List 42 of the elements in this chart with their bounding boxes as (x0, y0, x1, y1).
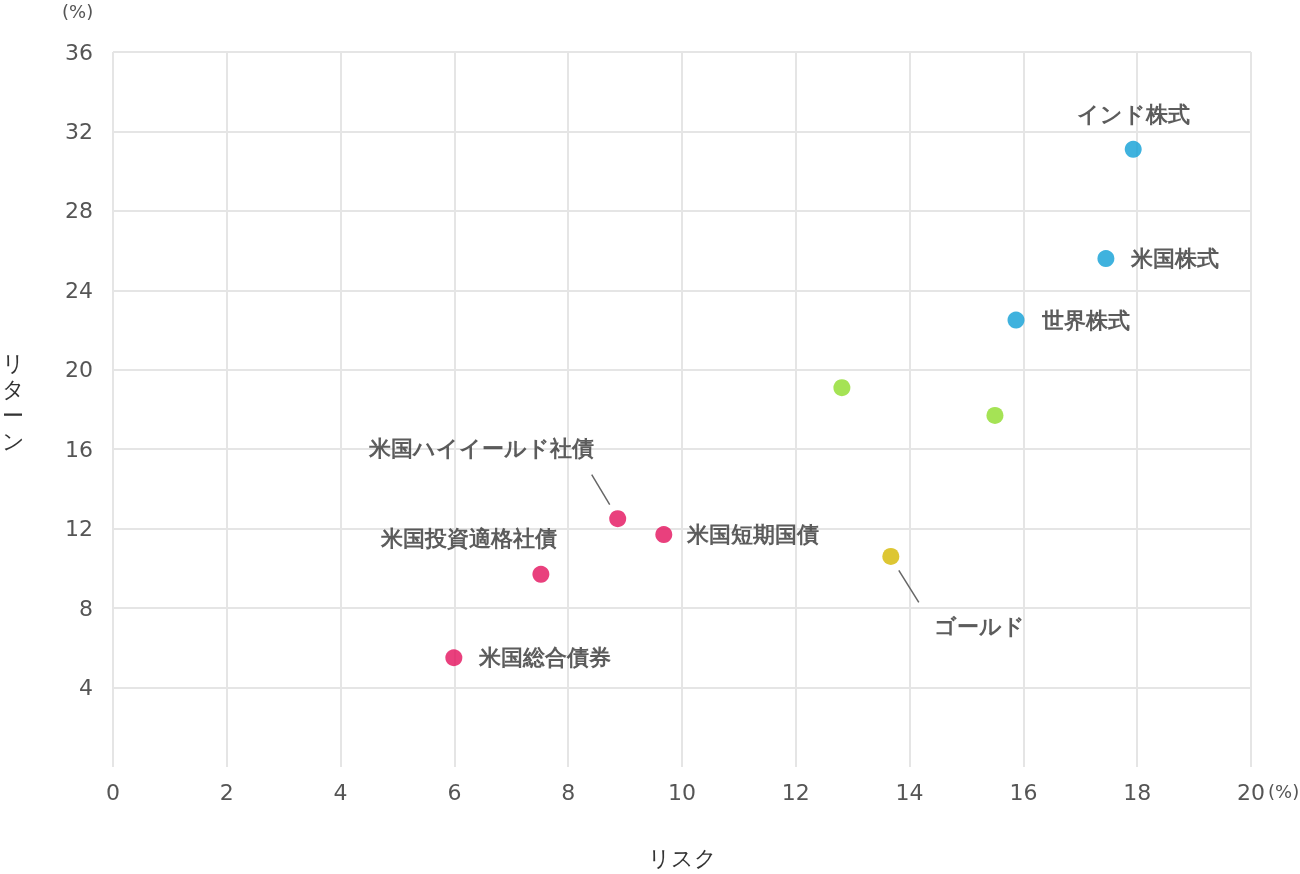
y-tick-label: 4 (79, 675, 93, 701)
text: (%) (1268, 780, 1300, 802)
series-label: 米国総合債券 (478, 645, 612, 671)
point (445, 649, 463, 667)
y-tick-label: 36 (65, 39, 93, 65)
x-tick-label: 2 (219, 779, 234, 805)
x-tick-label: 8 (561, 779, 576, 805)
x-tick-label: 4 (333, 779, 348, 805)
y-tick-label: 20 (65, 357, 93, 383)
point (833, 379, 851, 397)
x-tick-label: 20 (1237, 779, 1265, 805)
y-tick-label: 32 (65, 118, 93, 144)
series-label: 米国株式 (1130, 246, 1220, 272)
x-tick-label: 12 (781, 779, 810, 805)
y-tick-label: 16 (65, 436, 93, 462)
y-tick-label: 28 (65, 198, 93, 224)
y-axis-title: リターン (2, 350, 25, 454)
point (532, 565, 550, 583)
x-axis-title: リスク (647, 845, 717, 871)
point (986, 406, 1004, 424)
x-tick-label: 10 (668, 779, 696, 805)
series-label: 世界株式 (1040, 307, 1130, 333)
x-tick-label: 0 (106, 779, 120, 805)
x-tick-label: 14 (895, 779, 924, 805)
point (1007, 311, 1025, 329)
point (1097, 250, 1115, 268)
point (609, 510, 627, 528)
x-tick-label: 16 (1009, 779, 1038, 805)
x-tick-label: 18 (1123, 779, 1152, 805)
series-label: インド株式 (1076, 102, 1190, 128)
point (882, 547, 900, 565)
point (655, 526, 673, 544)
y-tick-label: 8 (79, 595, 93, 621)
text: 米国ハイイールド社債 (368, 436, 595, 462)
series-label: 米国投資適格社債 (380, 525, 558, 551)
y-tick-label: 12 (65, 516, 93, 542)
text: (%) (62, 0, 94, 22)
y-tick-label: 24 (65, 277, 93, 303)
text: ゴールド (934, 613, 1026, 639)
point (1124, 140, 1142, 158)
x-tick-label: 6 (447, 779, 462, 805)
series-label: 米国短期国債 (686, 522, 820, 548)
